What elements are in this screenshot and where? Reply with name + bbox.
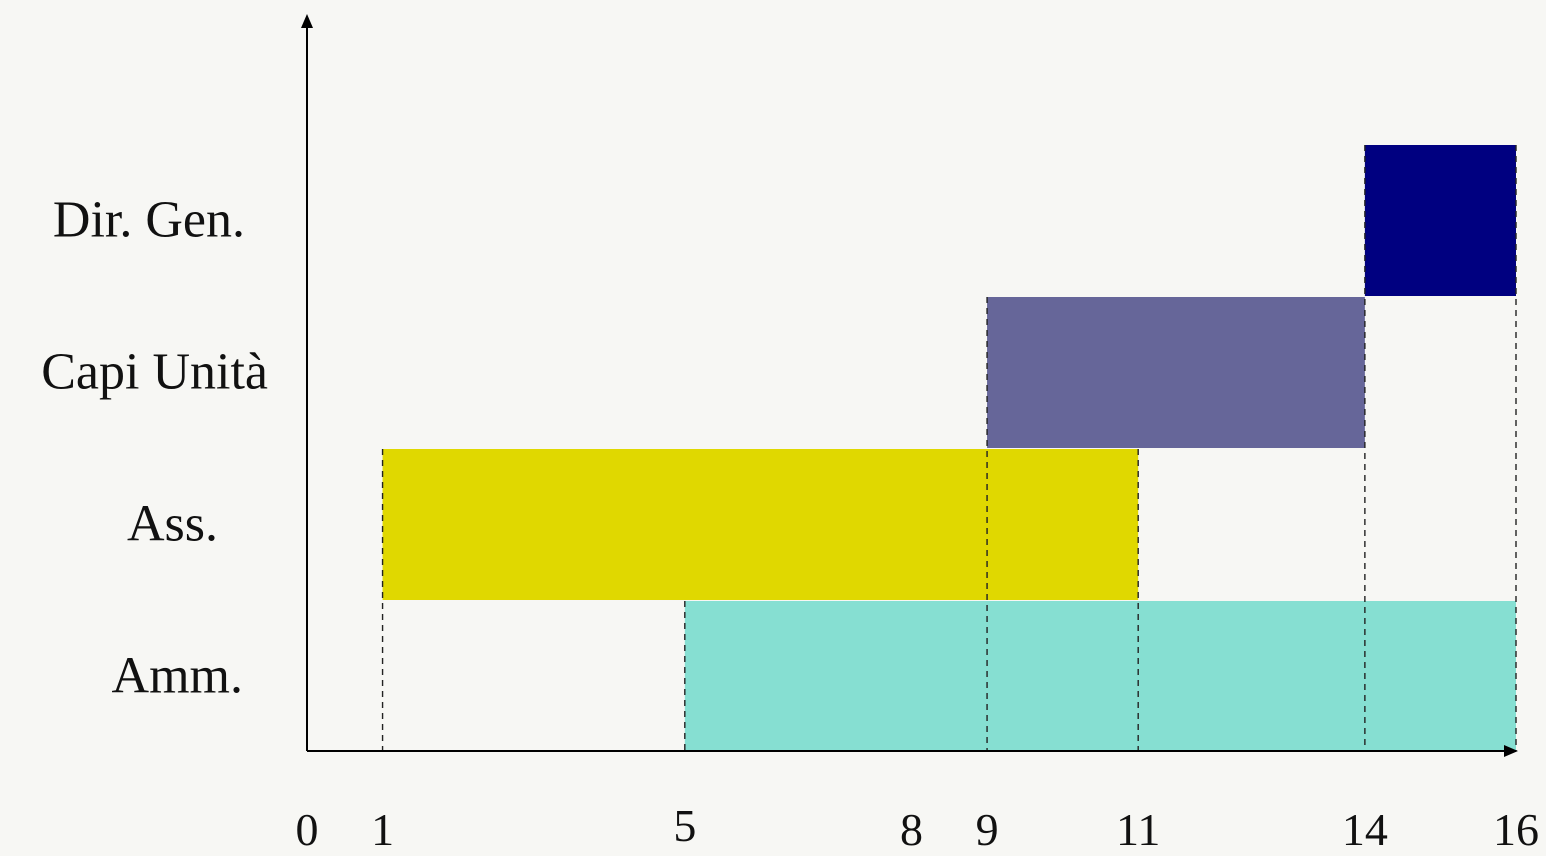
x-tick-label-2: 5 (673, 800, 696, 851)
labels-layer: Dir. Gen. Capi Unità Ass. Amm. 0 1 5 8 9 11 14 16 (41, 192, 1539, 856)
x-tick-label-4: 9 (976, 804, 999, 855)
x-tick-label-6: 14 (1342, 804, 1388, 855)
x-axis-arrow (1504, 745, 1518, 757)
bar-2 (382, 449, 1139, 600)
x-tick-label-3: 8 (900, 804, 923, 855)
category-label-2: Ass. (127, 496, 218, 553)
category-label-1: Capi Unità (41, 344, 268, 401)
x-tick-label-0: 0 (296, 804, 319, 855)
bar-1 (987, 297, 1365, 448)
category-label-0: Dir. Gen. (53, 192, 245, 249)
bar-0 (1364, 145, 1516, 296)
guides-over-layer (381, 145, 1517, 751)
category-label-3: Amm. (112, 648, 243, 705)
x-tick-label-1: 1 (371, 804, 394, 855)
bars-layer (382, 145, 1516, 752)
bar-3 (684, 601, 1516, 752)
axes-layer (301, 14, 1518, 757)
x-tick-label-7: 16 (1493, 804, 1539, 855)
y-axis-arrow (301, 14, 313, 28)
x-tick-label-5: 11 (1116, 804, 1160, 855)
